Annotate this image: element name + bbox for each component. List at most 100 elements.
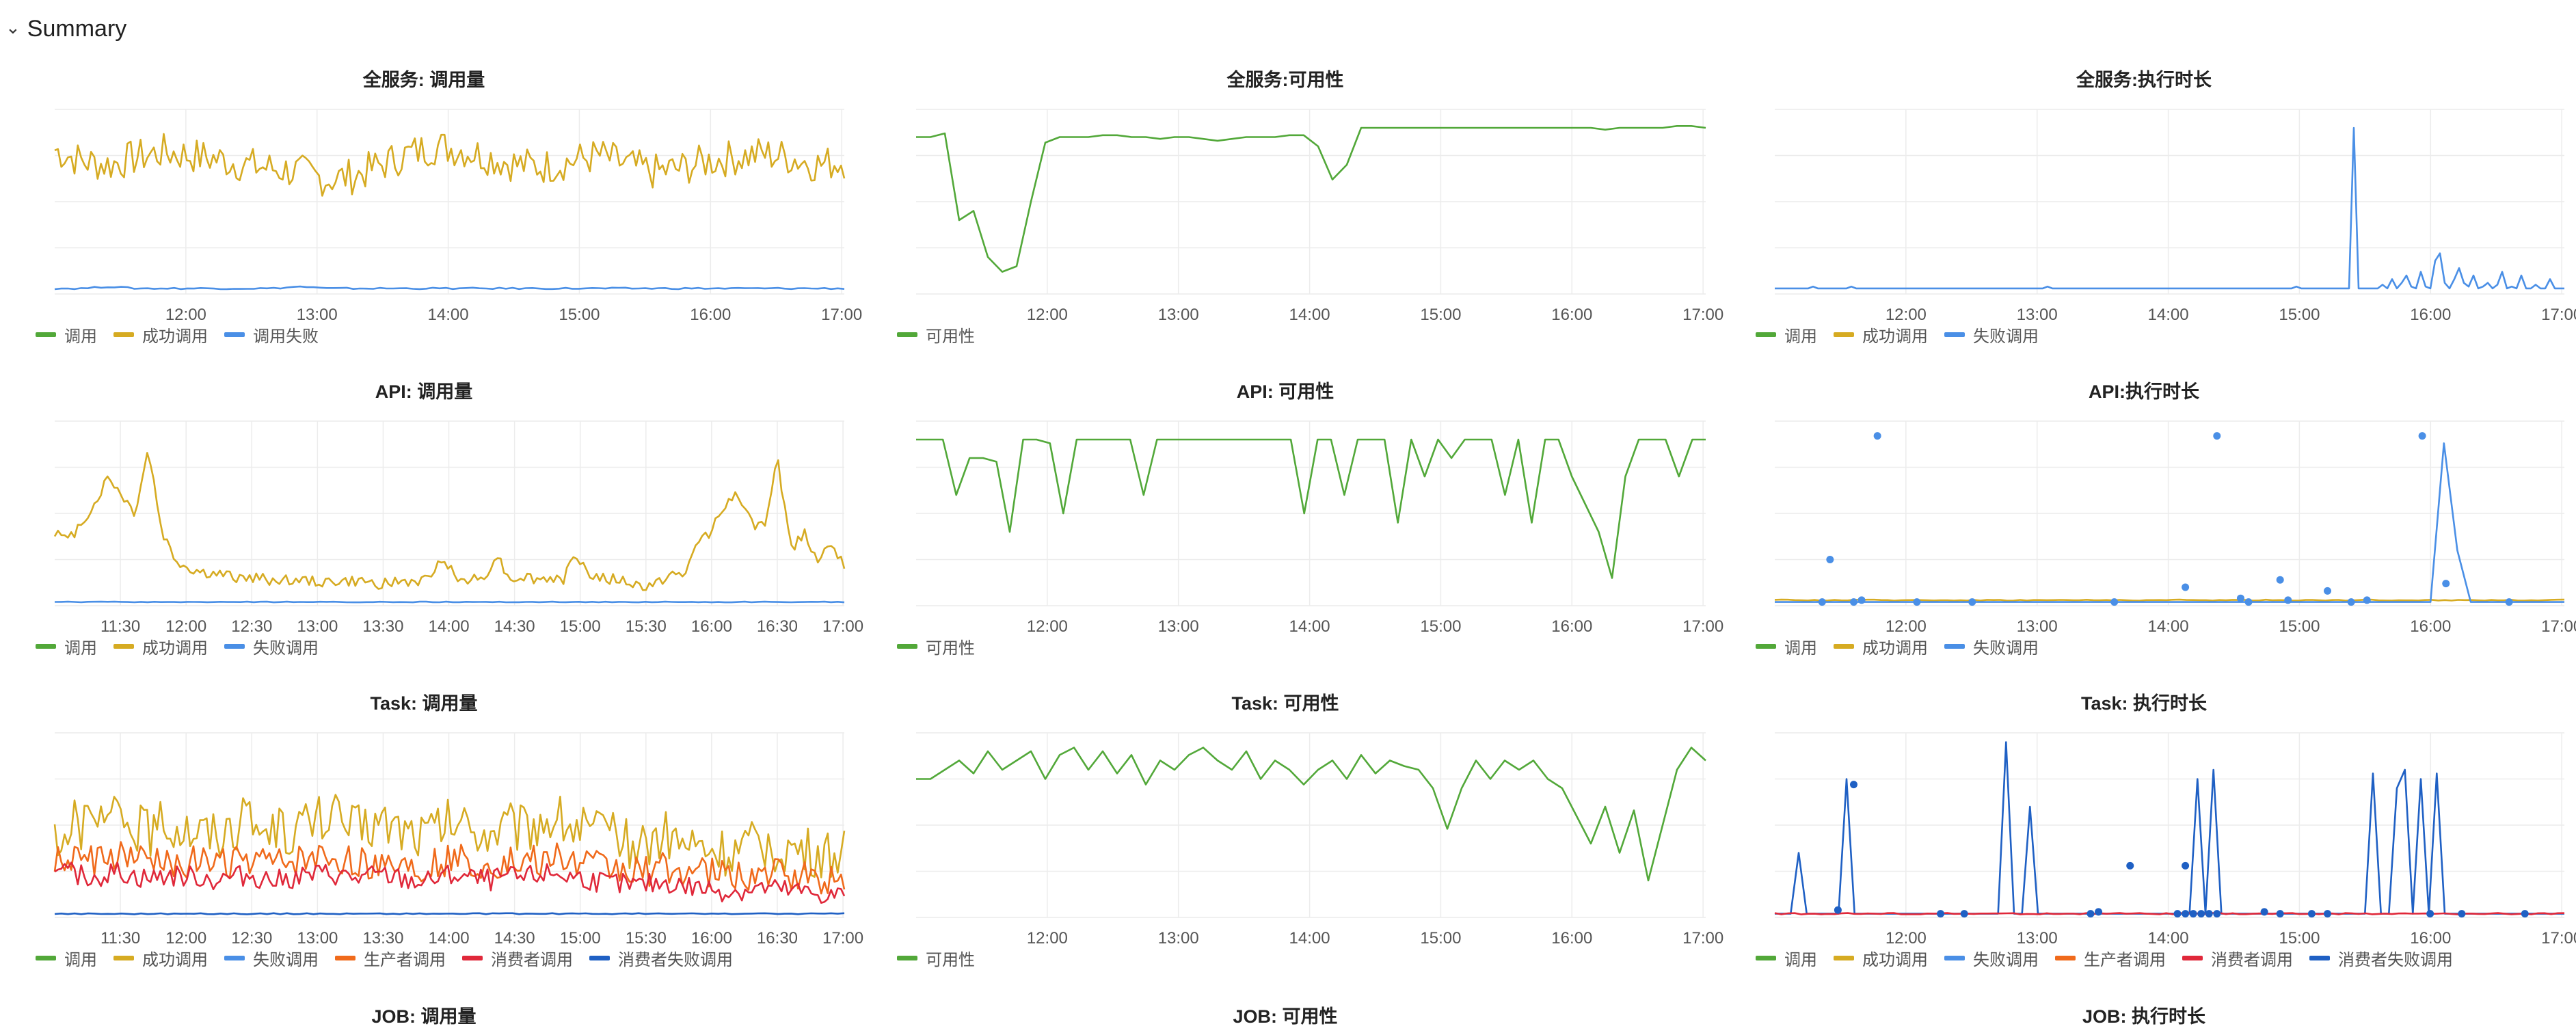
data-point — [1873, 432, 1881, 440]
legend-item[interactable]: 调用 — [36, 323, 97, 347]
legend-item[interactable]: 成功调用 — [1834, 946, 1928, 970]
data-point — [2418, 432, 2426, 440]
legend-swatch — [113, 956, 134, 960]
x-tick-label: 15:00 — [559, 306, 600, 324]
legend: 可用性 — [897, 946, 975, 970]
x-tick-label: 12:00 — [1027, 617, 1068, 636]
series-line-0 — [53, 452, 846, 591]
data-point — [2324, 910, 2331, 918]
x-tick-label: 11:30 — [100, 617, 140, 636]
x-tick-label: 14:00 — [429, 617, 470, 636]
chart-panel-all-calls[interactable]: 全服务: 调用量 12:00 13:00 14:00 15:00 16:00 17:00 调用… — [0, 68, 862, 369]
chart-svg: 12:00 13:00 14:00 15:00 16:00 17:00 — [916, 732, 1723, 947]
x-tick-label: 15:00 — [1420, 617, 1461, 636]
data-point — [2126, 861, 2134, 870]
legend-swatch — [897, 332, 917, 337]
legend-item[interactable]: 失败调用 — [1944, 634, 2039, 658]
x-tick-label: 12:00 — [1886, 929, 1927, 947]
legend-label: 调用 — [1784, 327, 1817, 346]
legend-swatch — [2182, 956, 2203, 960]
legend: 调用 成功调用 失败调用 — [36, 634, 319, 658]
x-tick-label: 16:00 — [2410, 617, 2451, 636]
legend-swatch — [36, 332, 56, 337]
legend-item[interactable]: 失败调用 — [224, 634, 319, 658]
chart-panel-task-duration[interactable]: Task: 执行时长 12:00 13:00 14:00 15:00 16:00 17:00… — [1720, 692, 2576, 993]
legend: 调用 成功调用 失败调用 生产者调用 消费者调用 消费者失败调用 — [1756, 946, 2453, 970]
legend-item[interactable]: 成功调用 — [1834, 634, 1928, 658]
chart-panel-all-duration[interactable]: 全服务:执行时长 12:00 13:00 14:00 15:00 16:00 17:00 调用… — [1720, 68, 2576, 369]
data-point — [2213, 432, 2221, 440]
legend-item[interactable]: 调用 — [36, 634, 97, 658]
x-tick-label: 16:00 — [690, 306, 731, 324]
legend-item[interactable]: 可用性 — [897, 323, 975, 347]
legend-item[interactable]: 成功调用 — [113, 946, 208, 970]
x-tick-label: 17:00 — [2541, 929, 2576, 947]
x-tick-label: 13:00 — [2017, 929, 2058, 947]
chart-panel-api-duration[interactable]: API:执行时长 12:00 13:00 14:00 15:00 16:00 17:00 调用… — [1720, 380, 2576, 681]
legend-item[interactable]: 失败调用 — [224, 946, 319, 970]
legend-item[interactable]: 成功调用 — [113, 323, 208, 347]
grid — [1775, 420, 2564, 606]
panel-title: 全服务: 调用量 — [362, 70, 485, 90]
x-tick-label: 17:00 — [1682, 306, 1723, 324]
legend-label: 失败调用 — [1973, 327, 2039, 346]
x-tick-label: 15:00 — [560, 617, 601, 636]
legend-item[interactable]: 调用 — [1756, 634, 1817, 658]
legend: 调用 成功调用 失败调用 生产者调用 消费者调用 消费者失败调用 — [36, 946, 733, 970]
legend-item[interactable]: 调用 — [1756, 323, 1817, 347]
chart-svg: 12:00 13:00 14:00 15:00 16:00 17:00 — [1774, 420, 2576, 636]
chart-svg: 11:30 12:00 12:30 13:00 13:30 14:00 14:30 15:00… — [53, 420, 863, 636]
data-point — [2458, 910, 2466, 918]
x-tick-label: 15:00 — [560, 929, 601, 947]
data-point — [2347, 598, 2355, 606]
series-line-0 — [1775, 741, 2564, 915]
series-line-1 — [1775, 442, 2564, 603]
legend-item[interactable]: 消费者调用 — [462, 946, 573, 970]
data-point — [1913, 598, 1921, 606]
legend-item[interactable]: 成功调用 — [1834, 323, 1928, 347]
legend-label: 生产者调用 — [364, 951, 446, 969]
legend-label: 消费者失败调用 — [2338, 951, 2453, 969]
series-line-0 — [916, 747, 1706, 882]
x-tick-label: 14:00 — [2148, 306, 2189, 324]
summary-row-toggle[interactable]: ⌄ Summary — [5, 10, 126, 48]
legend-item[interactable]: 调用 — [36, 946, 97, 970]
x-tick-label: 17:00 — [822, 617, 863, 636]
legend-swatch — [1944, 332, 1965, 337]
chart-panel-api-availability[interactable]: API: 可用性 12:00 13:00 14:00 15:00 16:00 17:00 可用… — [861, 380, 1723, 681]
legend-item[interactable]: 可用性 — [897, 946, 975, 970]
chart-panel-all-availability[interactable]: 全服务:可用性 12:00 13:00 14:00 15:00 16:00 17:00 可用性 — [861, 68, 1723, 369]
x-tick-label: 15:30 — [626, 617, 667, 636]
x-tick-label: 13:30 — [362, 929, 403, 947]
panel-title: Task: 调用量 — [370, 693, 478, 714]
legend-swatch — [462, 956, 483, 960]
x-tick-label: 12:00 — [1027, 306, 1068, 324]
chart-panel-task-calls[interactable]: Task: 调用量 11:30 12:00 12:30 13:00 13:30 14:00 1… — [0, 692, 863, 993]
legend-label: 调用 — [1784, 951, 1817, 969]
legend-item[interactable]: 消费者失败调用 — [2309, 946, 2453, 970]
legend-item[interactable]: 失败调用 — [1944, 946, 2039, 970]
legend-item[interactable]: 可用性 — [897, 634, 975, 658]
chart-panel-api-calls[interactable]: API: 调用量 11:30 12:00 12:30 13:00 13:30 14:00 14… — [0, 380, 863, 681]
legend-item[interactable]: 失败调用 — [1944, 323, 2039, 347]
legend-item[interactable]: 生产者调用 — [335, 946, 446, 970]
chart-panel-task-availability[interactable]: Task: 可用性 12:00 13:00 14:00 15:00 16:00 17:00 可… — [861, 692, 1723, 993]
legend-item[interactable]: 调用 — [1756, 946, 1817, 970]
series-line-0 — [1774, 598, 2565, 602]
legend-label: 失败调用 — [1973, 639, 2039, 658]
x-tick-label: 13:00 — [1158, 617, 1199, 636]
legend-item[interactable]: 成功调用 — [113, 634, 208, 658]
legend-item[interactable]: 消费者失败调用 — [589, 946, 733, 970]
x-tick-label: 13:00 — [1158, 306, 1199, 324]
data-point — [1834, 906, 1842, 914]
data-point — [2213, 910, 2221, 918]
data-point — [2276, 576, 2284, 584]
legend-item[interactable]: 生产者调用 — [2055, 946, 2166, 970]
legend-swatch — [2309, 956, 2330, 960]
legend-item[interactable]: 调用失败 — [224, 323, 319, 347]
legend-swatch — [2055, 956, 2076, 960]
x-tick-label: 13:00 — [297, 617, 338, 636]
legend-item[interactable]: 消费者调用 — [2182, 946, 2293, 970]
series-line-2 — [54, 861, 846, 904]
data-point — [2197, 910, 2205, 918]
